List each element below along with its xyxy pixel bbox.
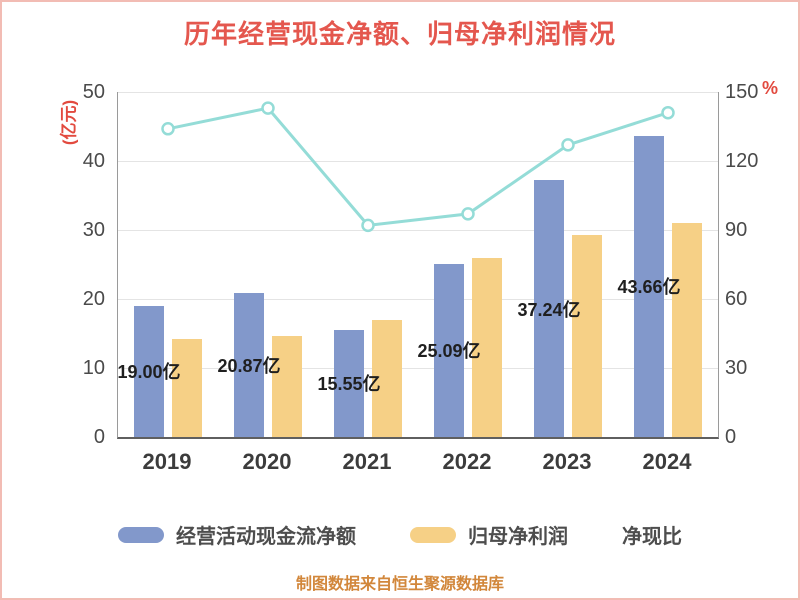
- bar-归母净利润-2021: [372, 320, 402, 437]
- bar-value-label: 20.87亿: [217, 355, 281, 376]
- right-axis-tick: 30: [725, 357, 748, 379]
- gridline: [118, 230, 718, 231]
- left-axis-tick: 30: [82, 219, 105, 241]
- legend-label: 归母净利润: [468, 526, 568, 548]
- left-axis-tick: 20: [82, 288, 105, 310]
- x-axis-label: 2019: [142, 449, 192, 474]
- x-axis-label: 2024: [642, 449, 692, 474]
- gridline: [118, 161, 718, 162]
- legend-swatch-icon: [118, 526, 164, 543]
- bar-value-label: 15.55亿: [317, 374, 381, 395]
- legend-item-2: 净现比: [622, 520, 682, 549]
- x-axis-label: 2021: [342, 449, 392, 474]
- bar-经营活动现金流净额-2021: [334, 329, 364, 437]
- right-axis-tick: 150: [725, 81, 759, 103]
- legend-item-1: 归母净利润: [410, 520, 568, 549]
- legend: 经营活动现金流净额 归母净利润 净现比: [2, 520, 798, 549]
- bar-经营活动现金流净额-2020: [234, 293, 264, 437]
- x-axis-label: 2023: [542, 449, 592, 474]
- bar-归母净利润-2023: [572, 234, 602, 437]
- right-axis-tick: 60: [725, 288, 748, 310]
- bar-value-label: 19.00亿: [117, 362, 181, 383]
- bar-value-label: 43.66亿: [617, 277, 681, 298]
- right-axis-tick: 90: [725, 219, 748, 241]
- left-axis-tick: 40: [82, 150, 105, 172]
- legend-swatch-icon: [410, 526, 456, 543]
- bar-经营活动现金流净额-2022: [434, 263, 464, 437]
- bar-归母净利润-2019: [172, 339, 202, 437]
- right-axis-unit-label: %: [762, 78, 779, 98]
- left-axis-tick: 0: [93, 426, 105, 448]
- legend-item-0: 经营活动现金流净额: [118, 520, 356, 549]
- left-axis-tick: 10: [82, 357, 105, 379]
- legend-label: 净现比: [622, 526, 682, 548]
- bar-value-label: 25.09亿: [417, 341, 481, 362]
- bar-归母净利润-2020: [272, 336, 302, 437]
- bar-经营活动现金流净额-2019: [134, 305, 164, 437]
- right-axis-tick: 120: [725, 150, 759, 172]
- plot-area: 19.00亿 20.87亿 15.55亿 25.09亿 37.24亿 43.66亿: [117, 92, 719, 439]
- bar-归母净利润-2024: [672, 223, 702, 437]
- gridline: [118, 92, 718, 93]
- gridline: [118, 299, 718, 300]
- x-axis-label: 2020: [242, 449, 292, 474]
- legend-label: 经营活动现金流净额: [176, 526, 356, 548]
- x-axis-label: 2022: [442, 449, 492, 474]
- line-series-净现比: [161, 101, 675, 233]
- left-axis-tick: 50: [82, 81, 105, 103]
- bar-归母净利润-2022: [472, 258, 502, 437]
- chart-title: 历年经营现金净额、归母净利润情况: [183, 19, 616, 49]
- gridline: [118, 368, 718, 369]
- bar-value-label: 37.24亿: [517, 299, 581, 320]
- right-axis-tick: 0: [725, 426, 737, 448]
- footer-credit: 制图数据来自恒生聚源数据库: [295, 576, 504, 593]
